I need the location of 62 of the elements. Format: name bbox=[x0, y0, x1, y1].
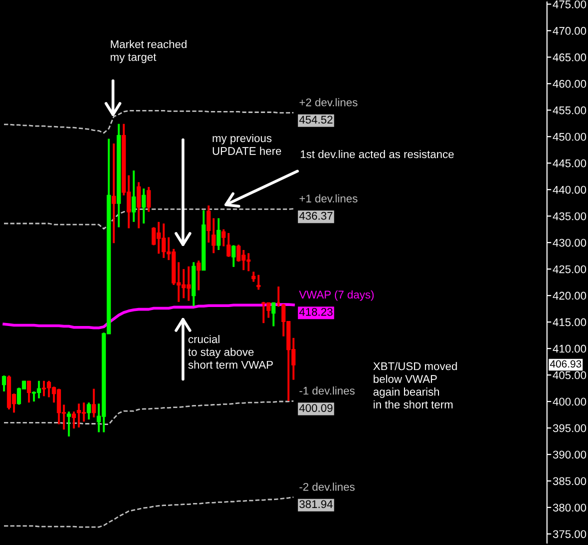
y-tick-label: 465.00 bbox=[552, 53, 586, 62]
candlestick bbox=[212, 217, 216, 254]
candlestick bbox=[226, 232, 231, 258]
y-tick-label: 380.00 bbox=[552, 504, 586, 512]
y-tick-label: 405.00 bbox=[552, 371, 586, 380]
line-series bbox=[3, 400, 294, 425]
candlestick bbox=[142, 188, 146, 224]
candlestick bbox=[2, 374, 6, 392]
candlestick bbox=[206, 204, 211, 244]
candlestick bbox=[256, 274, 261, 291]
candlestick bbox=[72, 410, 76, 430]
candlestick bbox=[66, 410, 71, 438]
candlestick bbox=[136, 181, 141, 230]
candlestick bbox=[251, 270, 256, 283]
y-tick-label: 415.00 bbox=[552, 318, 586, 326]
candlestick bbox=[92, 388, 96, 418]
y-tick-label: 435.00 bbox=[552, 212, 586, 220]
annotation: my previous UPDATE here bbox=[212, 134, 282, 155]
series-label: +2 dev.lines bbox=[300, 98, 358, 106]
candlestick bbox=[112, 142, 116, 244]
series-label: +1 dev.lines bbox=[300, 194, 358, 202]
y-tick-label: 440.00 bbox=[552, 186, 586, 194]
line-series bbox=[3, 110, 294, 134]
y-tick-label: 445.00 bbox=[552, 159, 586, 168]
y-tick-label: 430.00 bbox=[552, 238, 586, 247]
candlestick bbox=[216, 217, 221, 251]
y-tick-label: 385.00 bbox=[552, 477, 586, 486]
y-tick-label: 375.00 bbox=[552, 530, 586, 538]
y-tick-label: 425.00 bbox=[552, 265, 586, 274]
text: 406.93 bbox=[550, 360, 582, 368]
data-label: 454.52 bbox=[299, 116, 332, 124]
y-tick-label: 420.00 bbox=[552, 292, 586, 300]
annotation: Market reached my target bbox=[110, 40, 186, 64]
candlestick bbox=[271, 301, 276, 328]
y-tick-label: 450.00 bbox=[552, 132, 586, 141]
annotation: crucial to stay above short term VWAP bbox=[188, 335, 273, 369]
candlestick bbox=[132, 170, 136, 223]
y-tick-label: 395.00 bbox=[552, 424, 586, 432]
line-series bbox=[3, 496, 294, 528]
line-series bbox=[2, 303, 295, 330]
y-tick-label: 475.00 bbox=[552, 0, 586, 8]
data-label: 400.09 bbox=[299, 404, 332, 412]
y-tick-label: 410.00 bbox=[552, 344, 586, 353]
candlestick bbox=[86, 402, 91, 420]
data-label: 418.23 bbox=[299, 308, 333, 316]
candlestick bbox=[222, 228, 226, 248]
y-tick-label: 400.00 bbox=[552, 398, 586, 406]
candlestick bbox=[232, 244, 236, 268]
y-tick-label: 455.00 bbox=[552, 106, 586, 114]
candlestick bbox=[146, 186, 151, 213]
candlestick bbox=[196, 260, 201, 292]
y-tick-label: 460.00 bbox=[552, 80, 586, 88]
y-tick-label: 470.00 bbox=[552, 26, 586, 35]
series-label: VWAP (7 days) bbox=[299, 290, 374, 301]
data-label: 381.94 bbox=[299, 500, 333, 508]
series-label: -1 dev.lines bbox=[300, 386, 355, 395]
text: 1st dev.line acted as resistance bbox=[300, 150, 454, 158]
candlestick bbox=[26, 380, 31, 404]
series-label: -2 dev.lines bbox=[300, 482, 355, 491]
text: XBT/USD moved below VWAP again bearish in the short term bbox=[373, 362, 457, 408]
data-label: 436.37 bbox=[299, 212, 332, 220]
y-tick-label: 390.00 bbox=[552, 450, 586, 459]
